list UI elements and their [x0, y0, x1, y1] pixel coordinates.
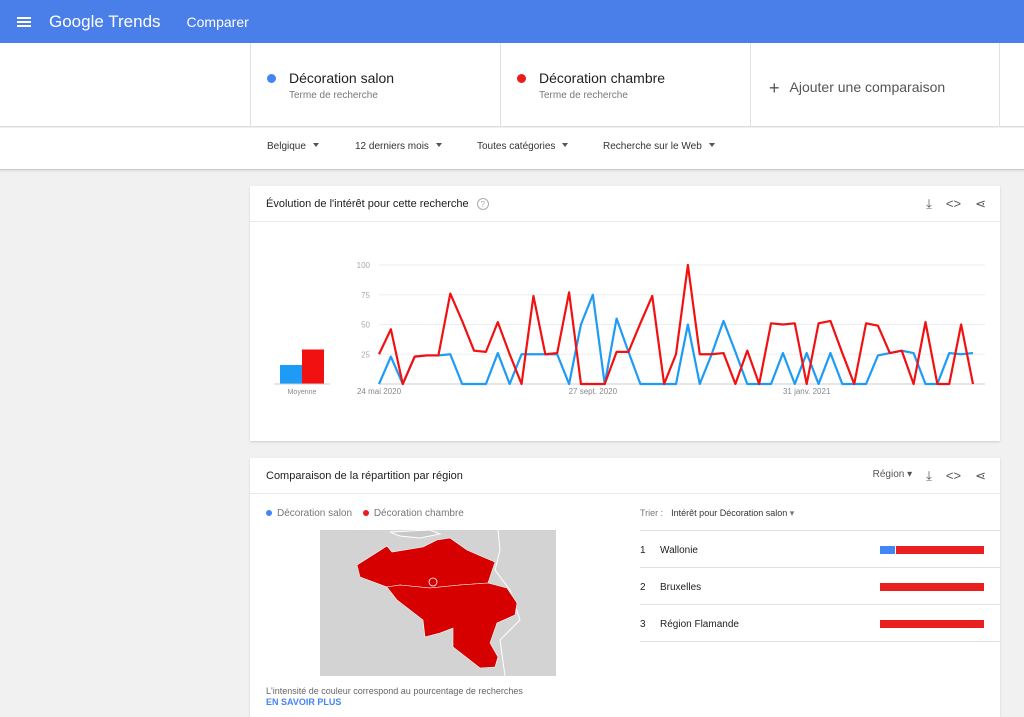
embed-icon[interactable]: <>: [945, 468, 962, 483]
region-ranking: Trier : Intérêt pour Décoration salon ▾ 1…: [640, 494, 1000, 642]
share-icon[interactable]: ⋖: [975, 468, 986, 483]
region-row[interactable]: 2 Bruxelles: [640, 568, 1000, 605]
region-row[interactable]: 1 Wallonie: [640, 531, 1000, 568]
search-terms-bar: Décoration salon Terme de recherche Déco…: [0, 43, 1024, 127]
bar-salon: [880, 546, 895, 554]
term-type: Terme de recherche: [289, 90, 378, 101]
download-icon[interactable]: ⤓: [926, 468, 932, 483]
region-level-dropdown[interactable]: Région ▾: [872, 469, 913, 480]
download-icon[interactable]: ⤓: [926, 196, 932, 211]
map-note: L'intensité de couleur correspond au pou…: [266, 686, 523, 696]
y-tick-label: 50: [361, 321, 370, 330]
term-label: Décoration salon: [289, 70, 395, 86]
term-color-dot: [267, 74, 276, 83]
bar-chambre: [880, 620, 984, 628]
share-icon[interactable]: ⋖: [975, 196, 986, 211]
search-type-dropdown[interactable]: Recherche sur le Web: [603, 141, 715, 152]
y-tick-label: 100: [357, 261, 371, 270]
region-name: Wallonie: [660, 545, 698, 556]
region-rank: 3: [640, 619, 646, 630]
term-1[interactable]: Décoration salon Terme de recherche: [250, 43, 500, 127]
google-trends-logo[interactable]: Google Trends: [49, 11, 161, 31]
series-line-salon: [377, 293, 974, 386]
average-bar-salon: [280, 364, 302, 384]
bar-chambre: [895, 546, 984, 554]
interest-over-time-card: Évolution de l'intérêt pour cette recher…: [250, 186, 1000, 441]
page-title: Comparer: [186, 13, 249, 30]
sort-dropdown[interactable]: Trier : Intérêt pour Décoration salon ▾: [640, 494, 1000, 531]
category-dropdown[interactable]: Toutes catégories: [477, 141, 568, 152]
plus-icon: +: [769, 78, 780, 98]
y-tick-label: 25: [361, 350, 370, 359]
interest-chart: 100 75 50 25 24 mai 2020 27 sept. 2020 31 janv…: [274, 261, 985, 396]
region-row[interactable]: 3 Région Flamande: [640, 605, 1000, 642]
region-bruxelles: [428, 577, 438, 587]
region-rank: 2: [640, 582, 646, 593]
country-dropdown[interactable]: Belgique: [267, 141, 319, 152]
series-line-chambre: [378, 263, 975, 386]
region-name: Bruxelles: [660, 582, 702, 593]
belgium-map[interactable]: [320, 530, 556, 676]
bar-chambre: [880, 583, 984, 591]
region-name: Région Flamande: [660, 619, 739, 630]
filters-bar: Belgique 12 derniers mois Toutes catégor…: [0, 128, 1024, 170]
learn-more-link[interactable]: EN SAVOIR PLUS: [266, 697, 342, 707]
card-title: Comparaison de la répartition par région: [266, 470, 463, 482]
term-2[interactable]: Décoration chambre Terme de recherche: [500, 43, 750, 127]
y-tick-label: 75: [361, 291, 370, 300]
region-wallonie: [386, 582, 518, 669]
average-bar-chambre: [302, 349, 324, 384]
term-type: Terme de recherche: [539, 90, 628, 101]
menu-icon[interactable]: [17, 15, 31, 29]
embed-icon[interactable]: <>: [945, 196, 962, 211]
card-title: Évolution de l'intérêt pour cette recher…: [266, 198, 469, 210]
legend-dot: [362, 510, 369, 516]
average-label: Moyenne: [288, 389, 317, 396]
top-bar: Google Trends Comparer: [0, 0, 1024, 43]
term-label: Décoration chambre: [539, 70, 666, 86]
term-color-dot: [517, 74, 526, 83]
map-legend: Décoration salon Décoration chambre: [266, 508, 464, 519]
x-tick-label: 27 sept. 2020: [569, 387, 618, 396]
x-tick-label: 24 mai 2020: [357, 387, 402, 396]
x-tick-label: 31 janv. 2021: [783, 387, 831, 396]
region-rank: 1: [640, 545, 646, 556]
add-comparison-button[interactable]: + Ajouter une comparaison: [750, 43, 1000, 127]
region-card: Comparaison de la répartition par région…: [250, 458, 1000, 717]
legend-dot: [266, 510, 272, 516]
help-icon[interactable]: ?: [476, 198, 489, 210]
period-dropdown[interactable]: 12 derniers mois: [355, 141, 442, 152]
